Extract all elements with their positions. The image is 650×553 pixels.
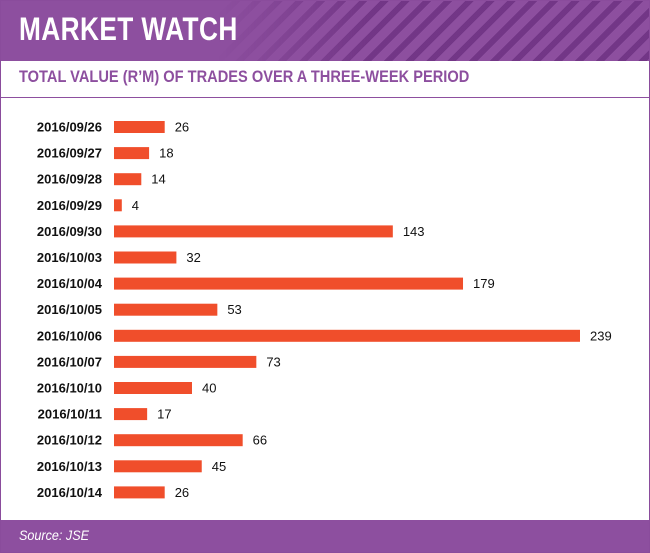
bar xyxy=(114,355,257,368)
category-label: 2016/10/12 xyxy=(37,433,102,448)
value-label: 179 xyxy=(473,276,495,291)
bar xyxy=(114,251,177,264)
value-label: 239 xyxy=(590,328,612,343)
category-label: 2016/09/26 xyxy=(37,120,102,135)
category-label: 2016/09/27 xyxy=(37,146,102,161)
category-label: 2016/09/29 xyxy=(37,198,102,213)
bar xyxy=(114,277,464,290)
value-label: 26 xyxy=(175,485,189,500)
bar xyxy=(114,199,122,212)
value-label: 14 xyxy=(151,172,165,187)
bar xyxy=(114,486,165,499)
value-label: 143 xyxy=(403,224,425,239)
value-label: 45 xyxy=(212,459,226,474)
header-stripe-pattern xyxy=(219,1,649,61)
category-label: 2016/10/05 xyxy=(37,302,102,317)
category-label: 2016/09/28 xyxy=(37,172,102,187)
header-banner: MARKET WATCH xyxy=(1,1,649,61)
chart-title: TOTAL VALUE (R’M) OF TRADES OVER A THREE… xyxy=(19,67,470,86)
value-label: 53 xyxy=(227,302,241,317)
value-label: 32 xyxy=(186,250,200,265)
category-label: 2016/10/10 xyxy=(37,381,102,396)
value-label: 40 xyxy=(202,381,216,396)
bar xyxy=(114,303,218,316)
page-title: MARKET WATCH xyxy=(19,11,238,47)
bar xyxy=(114,225,393,238)
category-label: 2016/10/13 xyxy=(37,459,102,474)
title-divider xyxy=(1,97,649,98)
bar xyxy=(114,434,243,447)
bar-chart: 2016/09/26 26 2016/09/27 18 2016/09/28 14 2016… xyxy=(37,120,612,500)
value-label: 26 xyxy=(175,120,189,135)
bar xyxy=(114,121,165,133)
category-label: 2016/10/04 xyxy=(37,276,103,291)
bar xyxy=(114,173,142,186)
bar xyxy=(114,408,148,421)
category-label: 2016/10/03 xyxy=(37,250,102,265)
value-label: 66 xyxy=(253,433,267,448)
category-label: 2016/09/30 xyxy=(37,224,102,239)
value-label: 17 xyxy=(157,407,171,422)
bar xyxy=(114,147,150,160)
category-label: 2016/10/07 xyxy=(37,354,102,369)
value-label: 4 xyxy=(132,198,139,213)
bar xyxy=(114,329,580,342)
source-note: Source: JSE xyxy=(19,527,90,543)
category-label: 2016/10/11 xyxy=(38,407,102,422)
bar xyxy=(114,382,192,394)
value-label: 73 xyxy=(266,354,280,369)
category-label: 2016/10/14 xyxy=(37,485,103,500)
category-label: 2016/10/06 xyxy=(37,328,102,343)
footer-bar: Source: JSE xyxy=(1,520,649,552)
bar xyxy=(114,460,202,473)
value-label: 18 xyxy=(159,146,173,161)
